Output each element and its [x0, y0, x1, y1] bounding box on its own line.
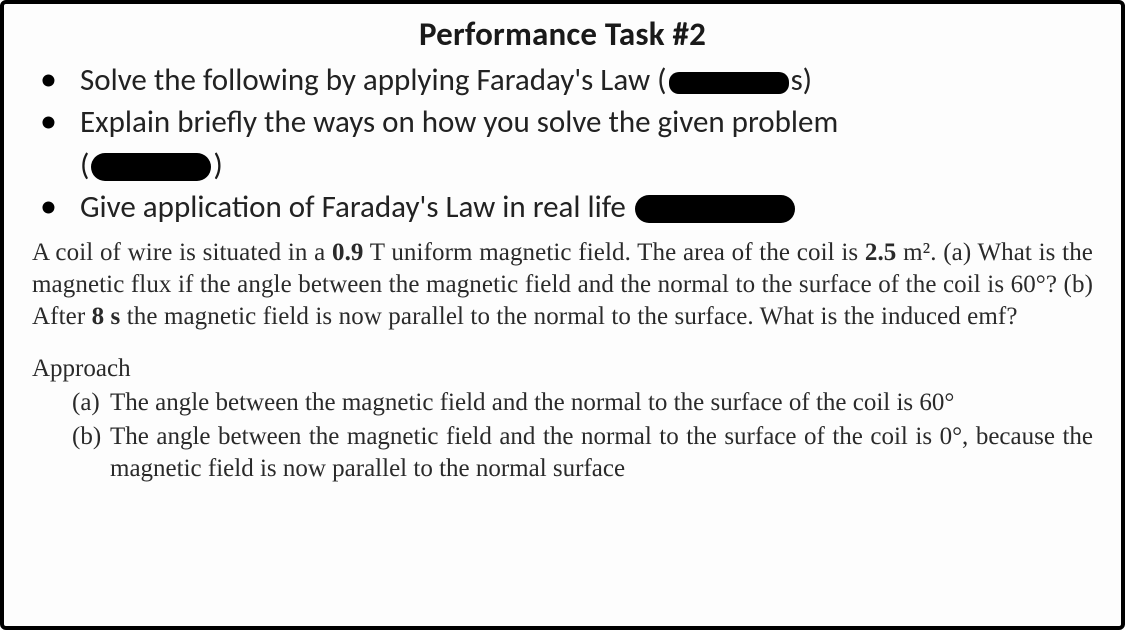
redaction-mark: [669, 72, 789, 94]
page-title: Performance Task #2: [32, 14, 1093, 54]
value-magnetic-field: 0.9: [332, 239, 364, 266]
problem-seg: A coil of wire is situated in a: [32, 239, 332, 266]
problem-statement: A coil of wire is situated in a 0.9 T un…: [32, 237, 1093, 333]
redaction-mark: [635, 195, 795, 223]
instruction-item-1: Solve the following by applying Faraday'…: [32, 60, 1093, 100]
page-container: Performance Task #2 Solve the following …: [0, 0, 1125, 630]
instructions-list: Solve the following by applying Faraday'…: [32, 60, 1093, 143]
approach-text: The angle between the magnetic field and…: [110, 421, 1093, 485]
instructions-list-2: Give application of Faraday's Law in rea…: [32, 187, 1093, 227]
open-paren: (: [80, 146, 89, 184]
approach-section: Approach (a) The angle between the magne…: [32, 353, 1093, 485]
instruction-item-2: Explain briefly the ways on how you solv…: [32, 102, 1093, 142]
redacted-paren-line: (): [32, 145, 1093, 185]
close-paren: ): [213, 146, 222, 184]
instruction-item-3: Give application of Faraday's Law in rea…: [32, 187, 1093, 227]
redaction-mark: [91, 153, 211, 181]
approach-item-b: (b) The angle between the magnetic field…: [32, 421, 1093, 485]
instruction-text: Solve the following by applying Faraday'…: [80, 61, 667, 99]
approach-label: (b): [72, 421, 110, 485]
problem-seg: T uniform magnetic field. The area of th…: [370, 239, 865, 266]
value-time: 8 s: [92, 303, 121, 330]
instruction-text-post: s): [791, 61, 813, 99]
approach-text: The angle between the magnetic field and…: [110, 387, 1093, 419]
approach-title: Approach: [32, 353, 1093, 385]
value-angle: 60°: [1011, 271, 1046, 298]
value-area: 2.5: [865, 239, 897, 266]
instruction-text: Give application of Faraday's Law in rea…: [80, 188, 633, 226]
instruction-text: Explain briefly the ways on how you solv…: [80, 103, 838, 141]
approach-label: (a): [72, 387, 110, 419]
problem-seg: the magnetic field is now parallel to th…: [127, 303, 1018, 330]
approach-item-a: (a) The angle between the magnetic field…: [32, 387, 1093, 419]
